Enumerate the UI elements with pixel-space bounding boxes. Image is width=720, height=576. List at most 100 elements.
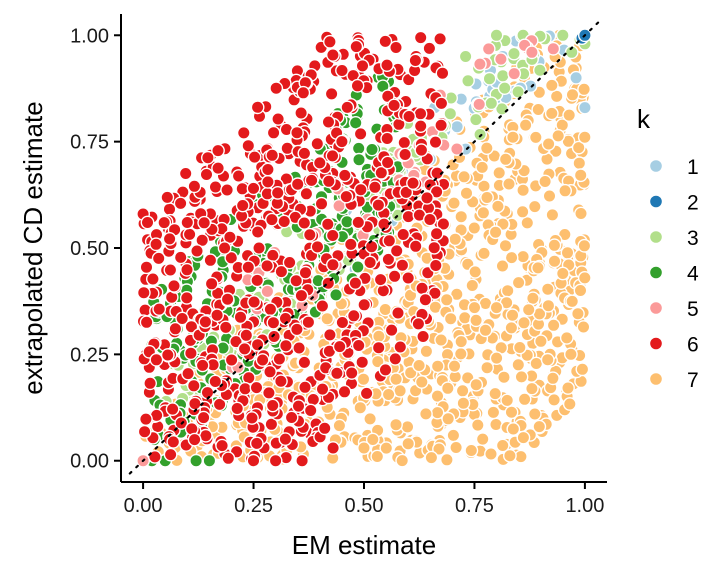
- data-point-k7: [455, 383, 470, 398]
- legend-swatch-1: [648, 158, 664, 174]
- data-point-k6: [143, 376, 158, 391]
- data-point-k7: [562, 397, 577, 411]
- data-point-k7: [573, 283, 588, 298]
- data-point-k6: [353, 182, 368, 197]
- data-point-k6: [355, 59, 370, 73]
- data-point-k1: [450, 119, 464, 134]
- data-point-k7: [525, 381, 539, 396]
- data-point-k7: [504, 405, 519, 420]
- legend-label-6: 6: [687, 334, 699, 357]
- data-point-k6: [197, 215, 212, 230]
- data-point-k7: [532, 419, 547, 434]
- data-point-k6: [387, 98, 401, 113]
- data-point-k6: [315, 382, 330, 396]
- legend-label-4: 4: [687, 263, 699, 286]
- data-point-k6: [250, 273, 265, 288]
- data-point-k7: [505, 308, 520, 323]
- data-point-k6: [355, 355, 370, 370]
- data-point-k3: [564, 45, 579, 60]
- data-point-k7: [467, 300, 482, 315]
- data-point-k6: [380, 155, 395, 170]
- y-axis-title: extrapolated CD estimate: [18, 101, 48, 394]
- data-point-k4: [202, 453, 217, 468]
- data-point-k6: [339, 189, 354, 204]
- data-point-k6: [160, 190, 175, 205]
- data-point-k6: [277, 214, 292, 229]
- y-tick-label: 0.75: [70, 132, 109, 154]
- data-point-k6: [359, 386, 374, 401]
- data-point-k6: [433, 32, 447, 46]
- data-point-k7: [356, 372, 371, 387]
- data-point-k7: [547, 392, 561, 407]
- data-point-k6: [210, 308, 225, 323]
- data-point-k6: [167, 278, 181, 293]
- data-point-k6: [160, 348, 175, 362]
- data-point-k5: [260, 284, 275, 299]
- data-point-k7: [541, 137, 556, 151]
- data-point-k7: [558, 183, 572, 198]
- data-point-k3: [495, 68, 510, 83]
- data-point-k7: [504, 320, 519, 335]
- data-point-k6: [249, 436, 264, 451]
- data-point-k6: [139, 315, 154, 330]
- data-point-k7: [365, 432, 380, 447]
- y-tick-label: 0.00: [70, 451, 109, 473]
- data-point-k7: [468, 264, 483, 279]
- data-point-k7: [561, 381, 575, 395]
- data-point-k6: [195, 358, 210, 373]
- data-point-k6: [413, 30, 428, 45]
- data-point-k7: [495, 259, 510, 273]
- legend-swatch-3: [648, 229, 664, 245]
- data-point-k6: [312, 155, 327, 170]
- data-point-k5: [546, 41, 561, 56]
- data-point-k6: [322, 34, 337, 49]
- data-point-k7: [516, 249, 530, 264]
- data-point-k6: [208, 374, 223, 389]
- data-point-k6: [261, 385, 276, 400]
- data-point-k6: [297, 146, 312, 161]
- data-point-k6: [149, 352, 164, 367]
- data-point-k7: [531, 102, 546, 117]
- data-point-k6: [321, 174, 336, 189]
- data-point-k7: [528, 130, 543, 145]
- data-point-k6: [273, 374, 288, 389]
- data-point-k6: [145, 272, 160, 286]
- data-point-k6: [416, 329, 430, 344]
- data-point-k6: [268, 453, 283, 468]
- data-point-k7: [454, 209, 469, 224]
- data-point-k7: [353, 400, 368, 415]
- data-point-k6: [165, 402, 180, 416]
- data-point-k7: [456, 396, 471, 411]
- data-point-k6: [241, 138, 256, 153]
- data-point-k6: [190, 244, 204, 258]
- data-point-k7: [538, 174, 552, 189]
- data-point-k4: [329, 287, 343, 302]
- data-point-k7: [542, 189, 557, 203]
- data-point-k7: [502, 448, 517, 463]
- data-point-k3: [468, 112, 483, 127]
- data-point-k6: [378, 34, 393, 49]
- data-point-k6: [351, 215, 366, 230]
- data-point-k6: [238, 381, 253, 396]
- data-point-k7: [457, 310, 472, 325]
- data-point-k7: [560, 245, 575, 260]
- data-point-k6: [162, 231, 177, 246]
- data-point-k6: [239, 328, 254, 343]
- data-point-k6: [152, 302, 167, 316]
- data-point-k6: [334, 134, 349, 149]
- data-point-k3: [533, 63, 547, 78]
- data-point-k6: [337, 168, 352, 183]
- data-point-k6: [267, 329, 281, 344]
- legend-swatch-4: [648, 265, 664, 280]
- data-point-k7: [363, 411, 377, 426]
- data-point-k5: [481, 42, 496, 56]
- data-point-k6: [138, 412, 153, 426]
- data-point-k7: [400, 419, 415, 434]
- data-point-k3: [489, 28, 504, 43]
- data-point-k6: [351, 338, 366, 353]
- data-point-k6: [382, 233, 397, 248]
- data-point-k6: [298, 265, 313, 280]
- data-point-k6: [408, 53, 423, 68]
- data-point-k6: [414, 143, 429, 158]
